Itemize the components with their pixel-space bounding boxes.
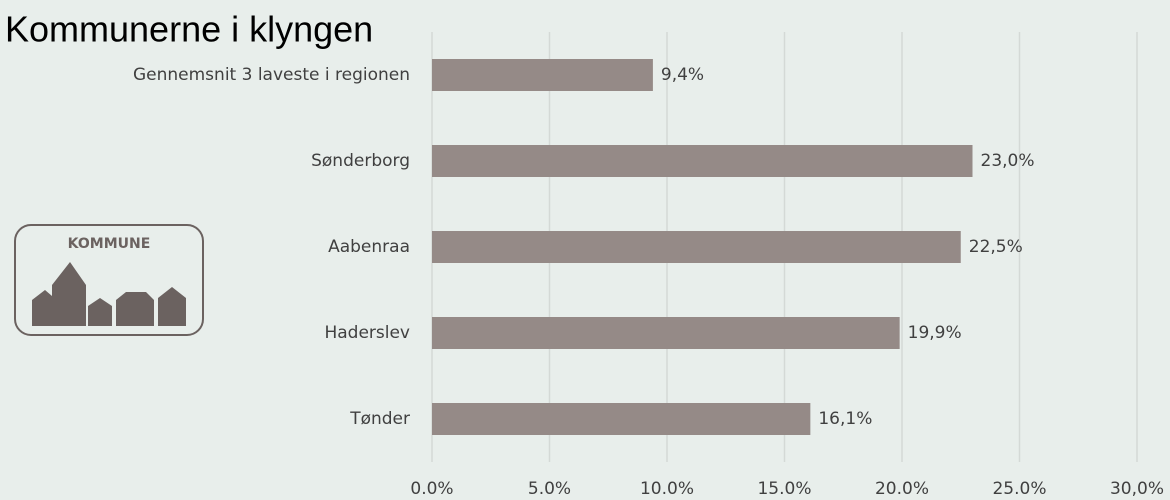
badge-frame	[14, 224, 204, 336]
y-tick-label: Haderslev	[324, 323, 410, 343]
y-tick-label: Aabenraa	[328, 237, 410, 257]
x-tick-label: 10.0%	[640, 479, 694, 499]
x-tick-label: 0.0%	[410, 479, 453, 499]
y-tick-label: Sønderborg	[311, 151, 410, 171]
x-tick-label: 30,0%	[1110, 479, 1164, 499]
badge-text: KOMMUNE	[68, 236, 151, 252]
y-tick-label: Tønder	[349, 409, 410, 429]
badge: KOMMUNE	[14, 224, 204, 336]
x-tick-label: 5.0%	[528, 479, 571, 499]
bar	[432, 59, 653, 91]
data-label: 23,0%	[981, 151, 1035, 171]
data-label: 16,1%	[818, 409, 872, 429]
bar	[432, 403, 811, 435]
chart-title: Kommunerne i klyngen	[5, 9, 373, 50]
bar	[432, 145, 973, 177]
data-label: 9,4%	[661, 65, 704, 85]
x-tick-label: 15.0%	[757, 479, 811, 499]
x-tick-label: 25.0%	[992, 479, 1046, 499]
data-label: 19,9%	[908, 323, 962, 343]
data-label: 22,5%	[969, 237, 1023, 257]
bar	[432, 231, 961, 263]
bar	[432, 317, 900, 349]
y-tick-label: Gennemsnit 3 laveste i regionen	[133, 65, 410, 85]
x-tick-label: 20.0%	[875, 479, 929, 499]
badge-icon	[32, 262, 186, 326]
